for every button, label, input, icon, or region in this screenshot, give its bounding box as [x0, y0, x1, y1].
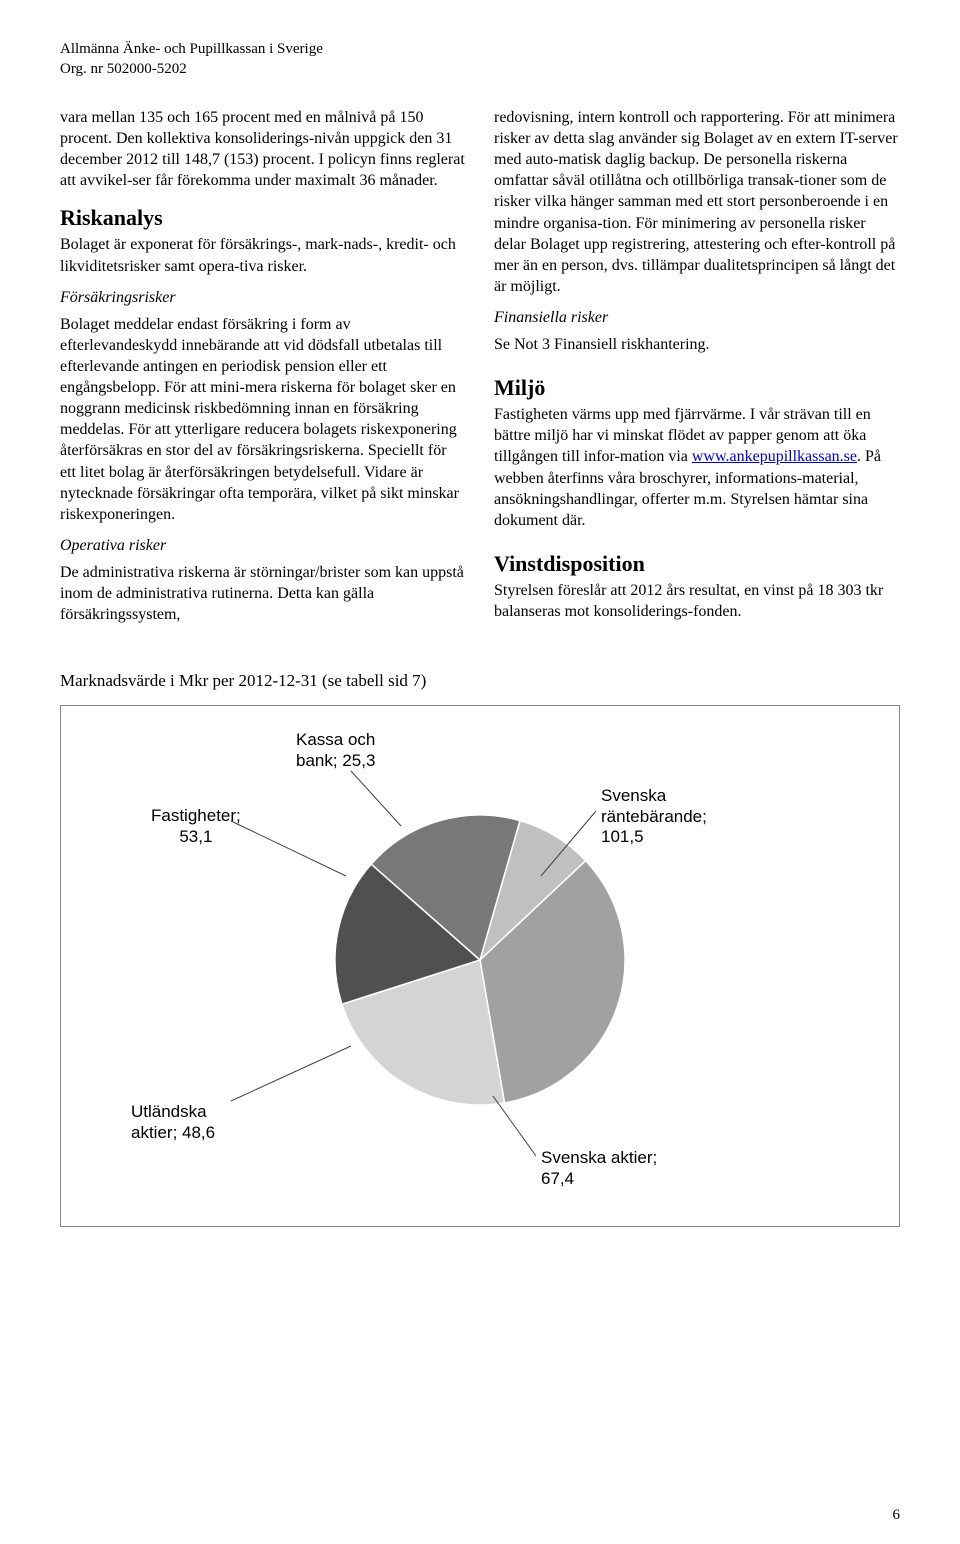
- pie-label: Kassa och bank; 25,3: [296, 730, 375, 771]
- heading-vinstdisposition: Vinstdisposition: [494, 549, 900, 578]
- leader-line: [541, 811, 596, 876]
- pie-label: Fastigheter; 53,1: [151, 806, 241, 847]
- pie-label: Svenska räntebärande; 101,5: [601, 786, 707, 847]
- paragraph: De administrativa riskerna är störningar…: [60, 562, 466, 625]
- left-column: vara mellan 135 och 165 procent med en m…: [60, 107, 466, 631]
- body-columns: vara mellan 135 och 165 procent med en m…: [60, 107, 900, 631]
- paragraph-miljo: Fastigheten värms upp med fjärrvärme. I …: [494, 404, 900, 531]
- document-header: Allmänna Änke- och Pupillkassan i Sverig…: [60, 40, 900, 79]
- leader-line: [351, 771, 401, 826]
- paragraph: redovisning, intern kontroll och rapport…: [494, 107, 900, 297]
- leader-line: [231, 821, 346, 876]
- paragraph: Se Not 3 Finansiell riskhantering.: [494, 334, 900, 355]
- paragraph: Bolaget är exponerat för försäkrings-, m…: [60, 234, 466, 276]
- page-number: 6: [893, 1507, 901, 1524]
- org-name: Allmänna Änke- och Pupillkassan i Sverig…: [60, 40, 900, 60]
- chart-box: Kassa och bank; 25,3 Svenska räntebärande…: [60, 705, 900, 1227]
- chart-title: Marknadsvärde i Mkr per 2012-12-31 (se t…: [60, 671, 900, 691]
- paragraph: Bolaget meddelar endast försäkring i for…: [60, 314, 466, 525]
- chart-section: Marknadsvärde i Mkr per 2012-12-31 (se t…: [60, 671, 900, 1227]
- link-ankepupillkassan[interactable]: www.ankepupillkassan.se: [692, 448, 857, 465]
- leader-lines: [61, 706, 899, 1226]
- subheading-forsakringsrisker: Försäkringsrisker: [60, 287, 466, 308]
- paragraph: vara mellan 135 och 165 procent med en m…: [60, 107, 466, 191]
- heading-miljo: Miljö: [494, 373, 900, 402]
- leader-line: [231, 1046, 351, 1101]
- subheading-operativa: Operativa risker: [60, 535, 466, 556]
- pie-label: Utländska aktier; 48,6: [131, 1102, 215, 1143]
- org-number: Org. nr 502000-5202: [60, 60, 900, 80]
- right-column: redovisning, intern kontroll och rapport…: [494, 107, 900, 631]
- pie-label: Svenska aktier; 67,4: [541, 1148, 657, 1189]
- subheading-finansiella: Finansiella risker: [494, 307, 900, 328]
- leader-line: [493, 1096, 536, 1156]
- paragraph: Styrelsen föreslår att 2012 års resultat…: [494, 580, 900, 622]
- heading-riskanalys: Riskanalys: [60, 203, 466, 232]
